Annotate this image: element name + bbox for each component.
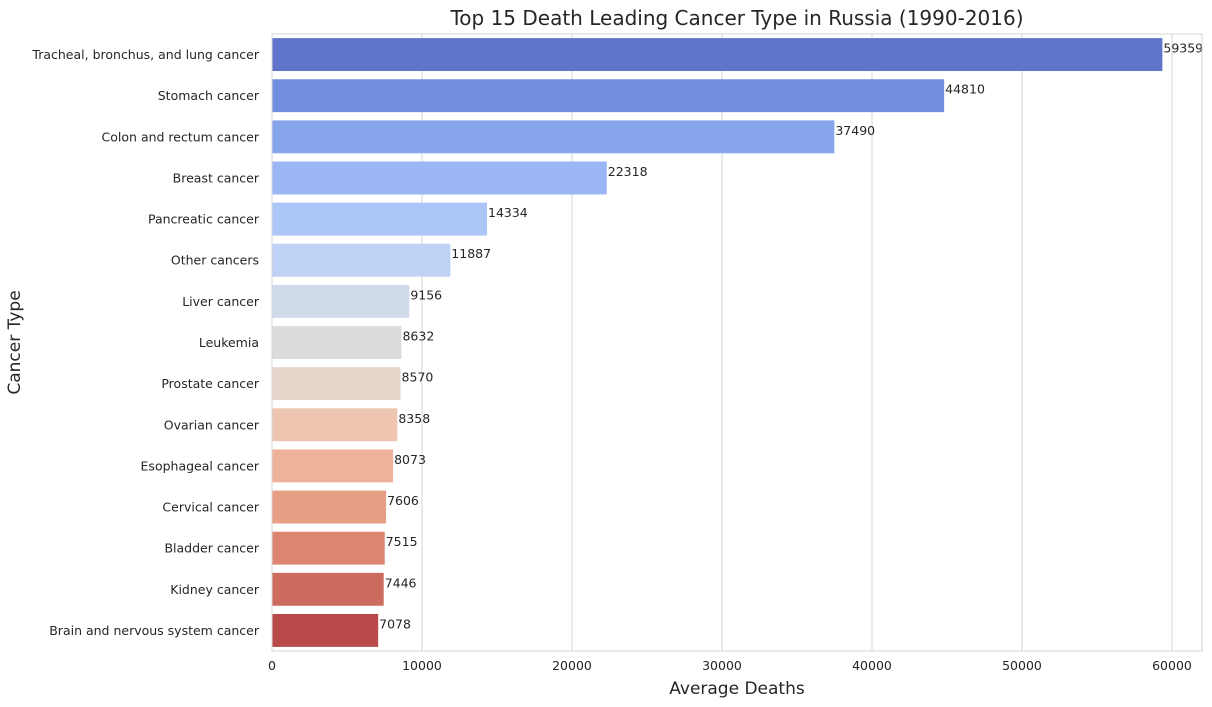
bar-value-label: 7078 xyxy=(379,616,411,631)
bar xyxy=(272,284,410,318)
plot-area-border xyxy=(271,33,1203,652)
y-tick-label: Colon and rectum cancer xyxy=(102,129,260,144)
y-tick-label: Breast cancer xyxy=(173,170,260,185)
y-tick-label: Liver cancer xyxy=(182,294,260,309)
bar xyxy=(272,243,451,277)
bar-value-label: 37490 xyxy=(835,123,875,138)
bar-value-label: 9156 xyxy=(410,287,442,302)
value-labels-layer: 59359 44810 37490 22318 14334 11887 9156 8632 85… xyxy=(379,41,1203,632)
y-tick-label: Prostate cancer xyxy=(161,376,259,391)
y-tick-label: Bladder cancer xyxy=(164,541,259,556)
y-tick-label: Ovarian cancer xyxy=(164,417,260,432)
y-tick-label: Leukemia xyxy=(199,335,259,350)
y-tick-label: Pancreatic cancer xyxy=(148,212,260,227)
x-tick-label: 50000 xyxy=(1002,658,1042,673)
bar xyxy=(272,531,385,565)
bar xyxy=(272,79,945,113)
bar-value-label: 44810 xyxy=(945,82,985,97)
bar xyxy=(272,367,401,401)
x-tick-label: 60000 xyxy=(1152,658,1192,673)
y-axis-label: Cancer Type xyxy=(5,290,25,394)
bar-value-label: 11887 xyxy=(451,246,491,261)
bar-value-label: 7446 xyxy=(385,575,417,590)
chart-title: Top 15 Death Leading Cancer Type in Russ… xyxy=(449,6,1023,30)
y-tick-label: Kidney cancer xyxy=(170,582,260,597)
bar xyxy=(272,613,379,647)
x-axis-label: Average Deaths xyxy=(669,679,805,699)
x-tick-label: 30000 xyxy=(702,658,742,673)
bar xyxy=(272,572,384,606)
y-tick-label: Stomach cancer xyxy=(158,88,260,103)
bar-value-label: 7515 xyxy=(386,534,418,549)
y-tick-label: Cervical cancer xyxy=(162,500,259,515)
bar xyxy=(272,120,835,154)
x-tick-label: 10000 xyxy=(402,658,442,673)
y-tick-label: Tracheal, bronchus, and lung cancer xyxy=(31,47,259,62)
y-tick-label: Brain and nervous system cancer xyxy=(49,623,260,638)
bar-value-label: 8570 xyxy=(402,370,434,385)
bar-value-label: 22318 xyxy=(608,164,648,179)
bar-value-label: 8073 xyxy=(394,452,426,467)
bar-value-label: 8632 xyxy=(402,329,434,344)
bar xyxy=(272,449,394,483)
y-tick-label: Esophageal cancer xyxy=(141,458,260,473)
x-tick-labels: 0 10000 20000 30000 40000 50000 60000 xyxy=(268,658,1192,673)
x-tick-label: 0 xyxy=(268,658,276,673)
bar xyxy=(272,490,387,524)
bar xyxy=(272,326,402,359)
bar-value-label: 8358 xyxy=(398,411,430,426)
x-tick-label: 20000 xyxy=(552,658,592,673)
y-tick-labels: Tracheal, bronchus, and lung cancer Stoma… xyxy=(31,47,259,638)
bar xyxy=(272,408,398,442)
bar-value-label: 7606 xyxy=(387,493,419,508)
bar xyxy=(272,202,488,236)
bar xyxy=(272,38,1163,72)
y-tick-label: Other cancers xyxy=(171,253,259,268)
bar-value-label: 14334 xyxy=(488,205,528,220)
x-tick-label: 40000 xyxy=(852,658,892,673)
bars-layer xyxy=(272,38,1163,647)
bar xyxy=(272,161,607,195)
bar-value-label: 59359 xyxy=(1163,41,1203,56)
